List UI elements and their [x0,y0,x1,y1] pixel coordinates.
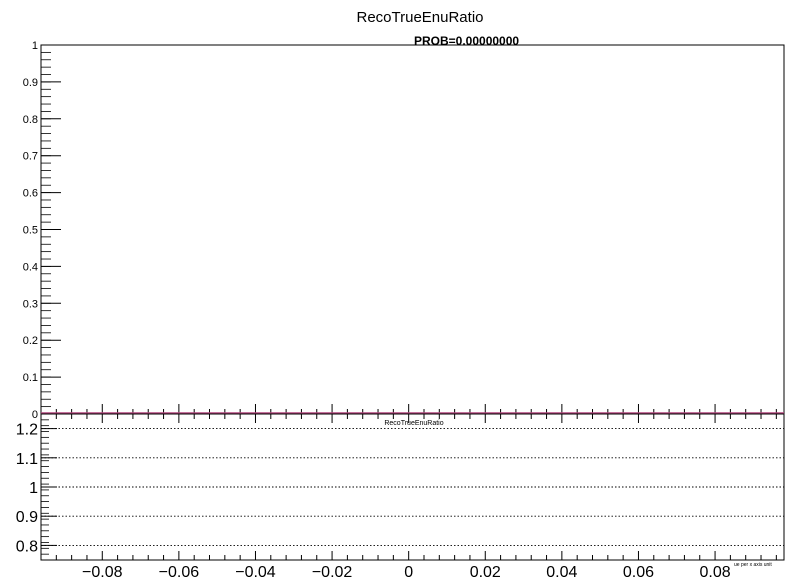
top-y-tick-label: 0.2 [23,335,38,347]
bottom-gridlines [41,428,784,546]
x-axis-label: ue per x axis unit [734,562,772,568]
bottom-y-tick-label: 1.2 [16,422,38,439]
bottom-x-tick-label: 0.06 [623,564,654,579]
top-y-tick-label: 0.1 [23,372,38,384]
top-y-tick-label: 0.7 [23,151,38,163]
top-y-tick-label: 0.9 [23,77,38,89]
bottom-x-tick-label: 0.08 [699,564,730,579]
bottom-x-tick-label: −0.02 [312,564,353,579]
bottom-x-tick-label: −0.08 [82,564,123,579]
bottom-x-tick-label: 0.02 [470,564,501,579]
bottom-y-tick-label: 0.8 [16,538,38,555]
bottom-y-tick-label: 1 [29,480,38,497]
prob-annotation: PROB=0.00000000 [414,34,519,48]
bottom-x-tick-label: 0.04 [546,564,577,579]
top-y-tick-label: 0.3 [23,298,38,310]
top-y-tick-label: 0.4 [23,261,38,273]
top-y-tick-label: 0.6 [23,188,38,200]
bottom-title: RecoTrueEnuRatio [384,420,443,427]
bottom-y-tick-label: 0.9 [16,509,38,526]
top-y-tick-label: 0.8 [23,114,38,126]
top-y-tick-label: 0.5 [23,225,38,237]
bottom-x-ticks: −0.08 −0.06 −0.04 −0.02 0 0.02 0.04 0.06 0.08 [40,414,777,579]
bottom-y-ticks: 0.8 0.9 1 1.1 1.2 [16,413,57,561]
top-title: RecoTrueEnuRatio [356,9,483,26]
top-y-ticks: 0 0.1 0.2 0.3 0.4 0.5 0.6 0.7 0.8 0.9 1 [23,40,61,421]
top-y-tick-label: 0 [32,409,38,421]
bottom-x-tick-label: 0 [404,564,413,579]
bottom-y-tick-label: 1.1 [16,451,38,468]
bottom-x-tick-label: −0.06 [159,564,200,579]
top-y-tick-label: 1 [32,40,38,52]
bottom-x-tick-label: −0.04 [235,564,276,579]
